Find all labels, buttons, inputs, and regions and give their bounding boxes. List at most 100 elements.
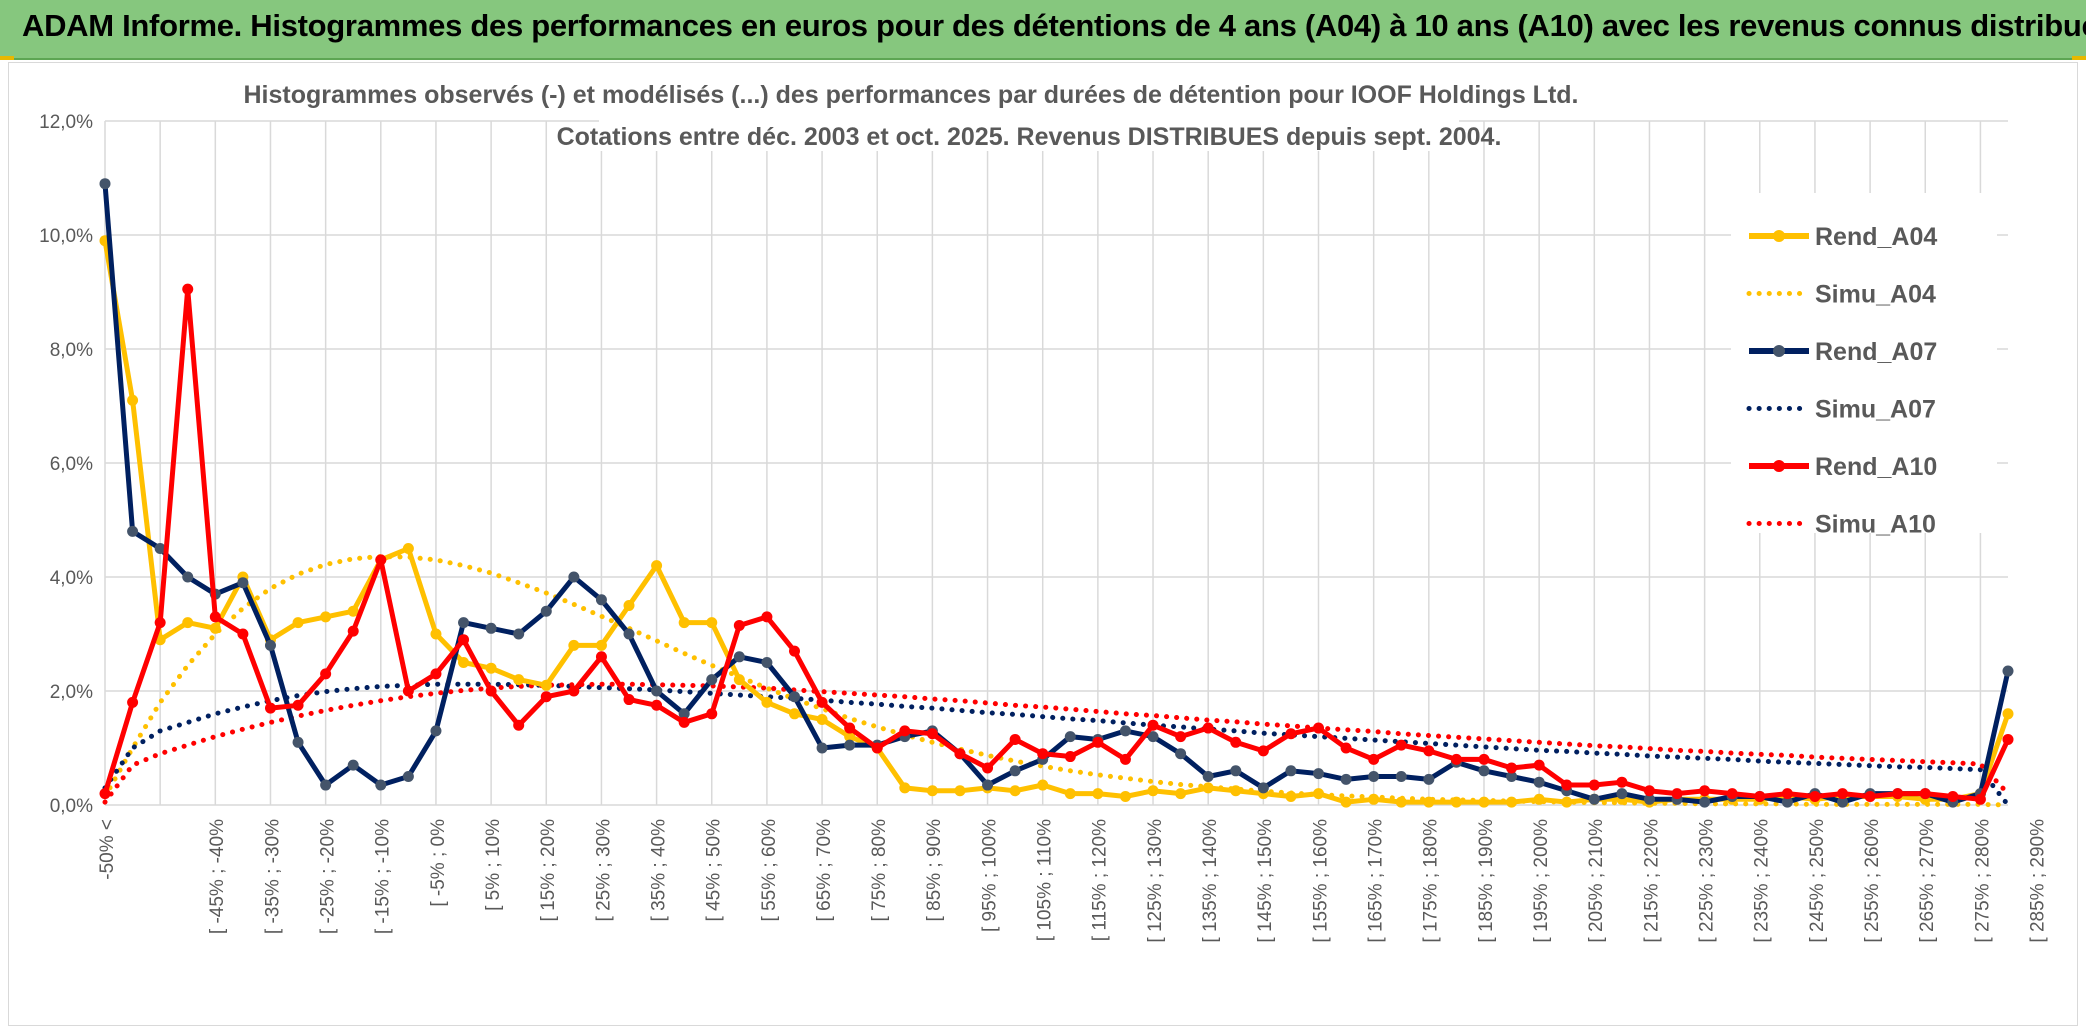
data-point-Rend_A10 [1561, 779, 1573, 791]
data-point-Rend_A07 [292, 736, 304, 748]
legend-marker-Rend_A10 [1773, 460, 1785, 472]
data-point-Rend_A04 [1313, 788, 1325, 800]
x-tick-label: [ 215% ; 220% [1641, 819, 1662, 943]
data-point-Rend_A10 [651, 699, 663, 711]
y-tick-label: 8,0% [50, 340, 93, 361]
data-point-Rend_A04 [1147, 785, 1159, 797]
data-point-Rend_A10 [1506, 762, 1518, 774]
data-point-Rend_A04 [1478, 796, 1490, 808]
x-tick-label: [ 145% ; 150% [1255, 819, 1276, 943]
data-point-Rend_A10 [871, 742, 883, 754]
data-point-Rend_A10 [1313, 722, 1325, 734]
data-point-Rend_A10 [1340, 742, 1352, 754]
data-point-Rend_A07 [816, 742, 828, 754]
data-point-Rend_A04 [1009, 785, 1021, 797]
data-point-Rend_A04 [1533, 793, 1545, 805]
data-point-Rend_A07 [182, 571, 194, 583]
histogram-chart: 0,0% 2,0% 4,0% 6,0% 8,0% 10,0% 12,0% Histogramm… [39, 75, 2048, 943]
data-point-Rend_A07 [1368, 771, 1380, 782]
x-tick-label: [ 5% ; 10% [483, 819, 504, 911]
y-tick-label: 10,0% [39, 226, 93, 247]
data-point-Rend_A07 [99, 178, 111, 190]
data-point-Rend_A10 [1257, 745, 1269, 757]
data-point-Rend_A04 [733, 674, 745, 686]
y-tick-label: 2,0% [50, 682, 93, 703]
x-tick-label: [ 105% ; 110% [1035, 819, 1056, 941]
x-tick-label: [ 55% ; 60% [759, 819, 780, 922]
y-tick-label: 6,0% [50, 454, 93, 475]
data-point-Rend_A10 [485, 685, 497, 697]
x-tick-label: [ 65% ; 70% [814, 819, 835, 922]
data-point-Rend_A07 [595, 594, 607, 606]
x-tick-label: [ 265% ; 270% [1917, 819, 1938, 943]
x-tick-label: [ -5% ; 0% [428, 819, 449, 907]
data-point-Rend_A07 [1009, 765, 1021, 777]
data-point-Rend_A10 [1147, 719, 1159, 731]
data-point-Rend_A04 [292, 617, 304, 629]
data-point-Rend_A04 [127, 394, 139, 406]
data-point-Rend_A07 [1175, 748, 1187, 760]
data-point-Rend_A10 [1368, 753, 1380, 765]
x-tick-label: [ -35% ; -30% [262, 819, 283, 934]
data-point-Rend_A07 [2002, 665, 2014, 677]
data-point-Rend_A07 [568, 571, 580, 583]
x-tick-label: [ 95% ; 100% [979, 819, 1000, 932]
data-point-Rend_A07 [651, 685, 663, 697]
x-tick-label: [ 235% ; 240% [1752, 819, 1773, 943]
data-point-Rend_A07 [1313, 768, 1325, 780]
data-point-Rend_A10 [1643, 785, 1655, 797]
data-point-Rend_A07 [678, 708, 690, 720]
data-point-Rend_A10 [899, 725, 911, 737]
series-line-Simu_A10 [102, 681, 2011, 805]
data-point-Rend_A04 [1285, 790, 1297, 802]
data-point-Rend_A07 [1699, 796, 1711, 808]
data-point-Rend_A04 [182, 617, 194, 629]
data-point-Rend_A10 [678, 716, 690, 728]
data-point-Rend_A10 [788, 645, 800, 657]
legend-background [1731, 193, 1997, 533]
data-point-Rend_A04 [816, 714, 828, 725]
title-background [409, 75, 1681, 111]
data-point-Rend_A04 [402, 543, 414, 554]
x-tick-label: [ 255% ; 260% [1862, 819, 1883, 943]
data-point-Rend_A04 [899, 782, 911, 794]
legend-label: Simu_A07 [1815, 396, 1936, 424]
data-point-Rend_A10 [320, 668, 332, 680]
data-point-Rend_A07 [1230, 765, 1242, 777]
data-point-Rend_A10 [154, 617, 166, 629]
data-point-Rend_A07 [1147, 731, 1159, 743]
x-tick-label: [ 175% ; 180% [1421, 819, 1442, 943]
legend-label: Rend_A07 [1815, 338, 1937, 366]
data-point-Rend_A04 [1175, 788, 1187, 800]
data-point-Rend_A04 [926, 785, 938, 797]
data-point-Rend_A04 [1340, 796, 1352, 808]
data-point-Rend_A04 [595, 639, 607, 651]
data-point-Rend_A07 [458, 617, 470, 629]
data-point-Rend_A10 [292, 699, 304, 711]
data-point-Rend_A10 [1809, 790, 1821, 802]
data-point-Rend_A10 [1699, 785, 1711, 797]
data-point-Rend_A07 [844, 739, 856, 751]
data-point-Rend_A10 [209, 611, 221, 623]
x-tick-label: [ 245% ; 250% [1807, 819, 1828, 943]
data-point-Rend_A10 [1947, 790, 1959, 802]
x-tick-label: [ 195% ; 200% [1531, 819, 1552, 943]
data-point-Rend_A07 [623, 628, 635, 640]
data-point-Rend_A10 [347, 625, 359, 637]
data-point-Rend_A10 [1533, 759, 1545, 771]
x-tick-label: [ 75% ; 80% [869, 819, 890, 922]
data-point-Rend_A04 [1037, 779, 1049, 791]
data-point-Rend_A04 [1202, 782, 1214, 794]
data-point-Rend_A10 [1202, 722, 1214, 734]
data-point-Rend_A10 [430, 668, 442, 680]
data-point-Rend_A10 [1478, 753, 1490, 765]
x-tick-label: [ 275% ; 280% [1972, 819, 1993, 943]
data-point-Rend_A07 [540, 605, 552, 617]
data-point-Rend_A04 [788, 708, 800, 720]
data-point-Rend_A10 [1092, 736, 1104, 748]
x-tick-label: [ 25% ; 30% [593, 819, 614, 922]
data-point-Rend_A07 [1781, 796, 1793, 808]
data-point-Rend_A10 [623, 694, 635, 706]
data-point-Rend_A04 [1423, 796, 1435, 808]
data-point-Rend_A04 [844, 731, 856, 743]
